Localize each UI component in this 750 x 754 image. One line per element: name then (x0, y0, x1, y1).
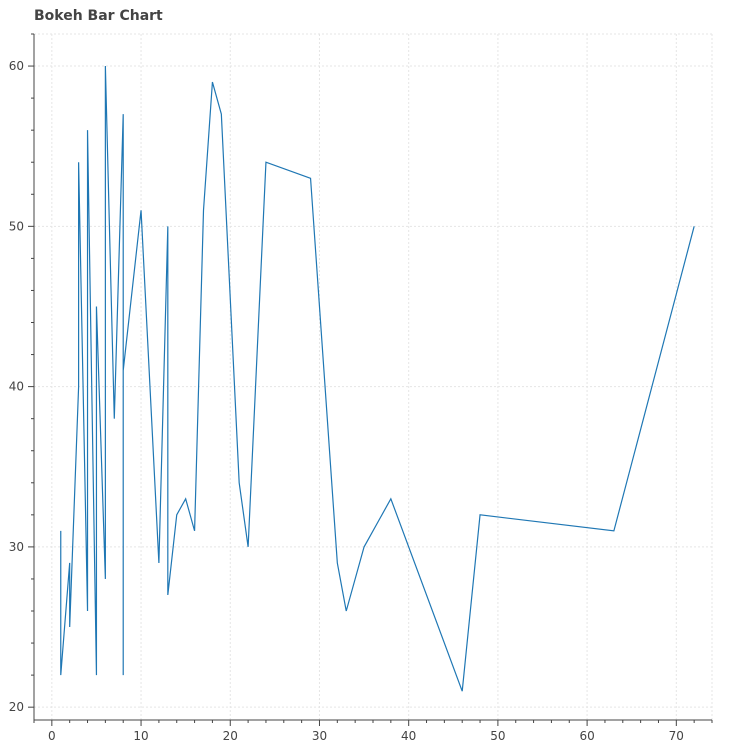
x-tick-label: 50 (490, 729, 505, 743)
y-tick-label: 60 (9, 59, 24, 73)
grid-layer (34, 33, 713, 720)
y-tick-label: 30 (9, 540, 24, 554)
axis-layer: 0 10 20 30 40 50 60 70 20 30 40 50 60 (9, 33, 713, 743)
x-tick-label: 70 (669, 729, 684, 743)
x-tick-label: 40 (401, 729, 416, 743)
x-tick-label: 60 (579, 729, 594, 743)
series-line (60, 66, 695, 692)
x-tick-label: 30 (312, 729, 327, 743)
x-tick-label: 0 (48, 729, 56, 743)
y-tick-label: 40 (9, 380, 24, 394)
series-layer (60, 66, 695, 692)
x-tick-label: 10 (133, 729, 148, 743)
y-tick-label: 20 (9, 700, 24, 714)
chart-title: Bokeh Bar Chart (34, 8, 163, 24)
x-tick-label: 20 (223, 729, 238, 743)
y-tick-label: 50 (9, 219, 24, 233)
